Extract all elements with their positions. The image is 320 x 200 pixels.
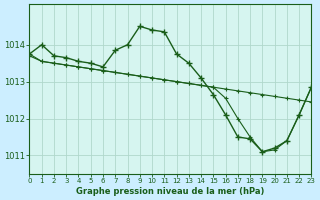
- X-axis label: Graphe pression niveau de la mer (hPa): Graphe pression niveau de la mer (hPa): [76, 187, 265, 196]
